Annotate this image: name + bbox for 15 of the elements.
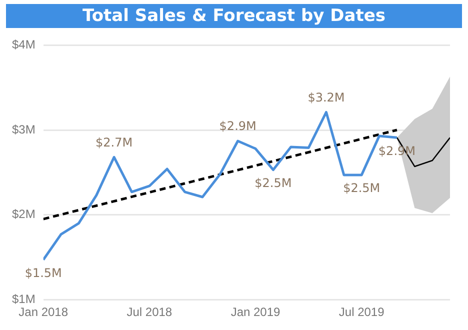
x-tick-label: Jan 2019	[230, 305, 281, 320]
chart-title: Total Sales & Forecast by Dates	[6, 4, 462, 28]
data-label: $2.9M	[219, 119, 256, 134]
x-tick-label: Jul 2018	[126, 305, 172, 320]
x-tick-label: Jan 2018	[18, 305, 68, 320]
y-tick-label: $2M	[12, 207, 36, 222]
y-tick-label: $3M	[12, 122, 36, 136]
data-label: $2.7M	[96, 135, 133, 150]
data-label: $1.5M	[24, 266, 62, 280]
data-label: $2.5M	[254, 176, 292, 190]
y-tick-label: $4M	[12, 38, 36, 52]
y-tick-label: $1M	[12, 292, 36, 306]
data-label: $3.2M	[308, 90, 345, 104]
x-tick-label: Jul 2019	[338, 305, 385, 320]
data-label: $2.5M	[343, 181, 380, 196]
